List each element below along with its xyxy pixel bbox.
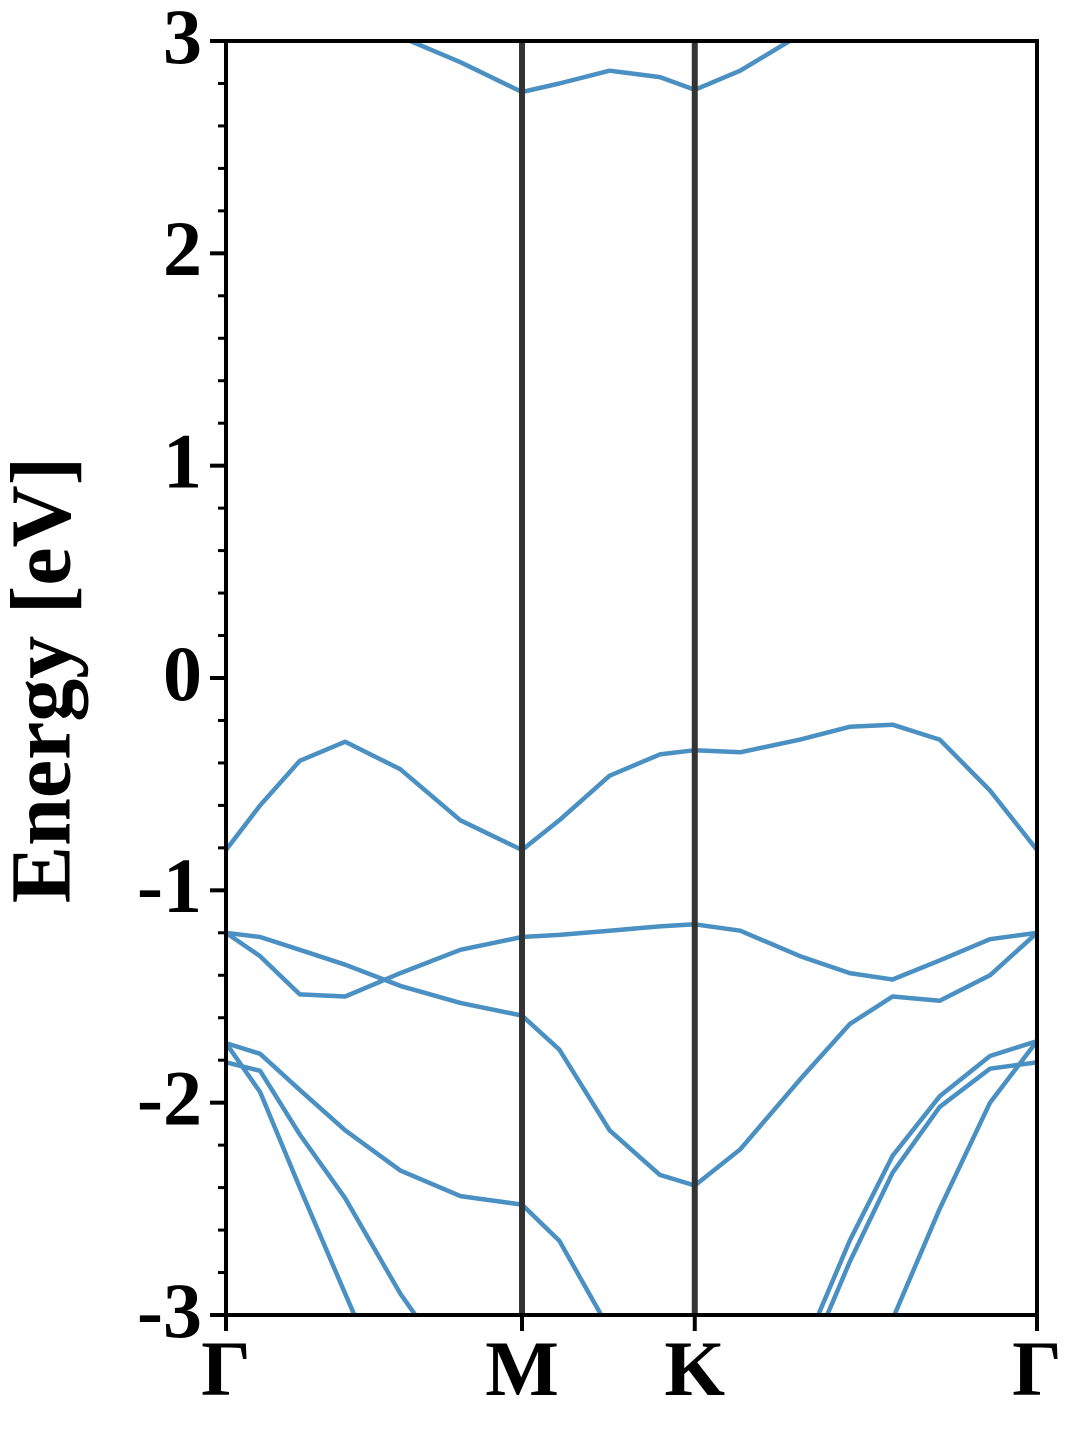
y-tick-label: -3 xyxy=(137,1267,202,1354)
y-tick-label: 0 xyxy=(163,630,202,717)
y-tick-label: 3 xyxy=(163,0,202,80)
x-tick-label: K xyxy=(664,1325,725,1412)
band xyxy=(891,1038,1037,1315)
band xyxy=(226,1040,604,1315)
x-tick-label: Γ xyxy=(1012,1325,1062,1412)
plot-area xyxy=(226,41,1037,1315)
band xyxy=(226,722,1037,853)
plot-frame xyxy=(224,39,1039,1317)
band xyxy=(815,1038,1037,1315)
y-tick-label: -2 xyxy=(137,1055,202,1142)
band xyxy=(824,1060,1037,1315)
x-tick-label: M xyxy=(485,1325,559,1412)
y-tick-label: -1 xyxy=(137,842,202,929)
y-tick-label: 2 xyxy=(163,205,202,292)
band xyxy=(226,922,1037,999)
y-tick-label: 1 xyxy=(163,418,202,505)
band xyxy=(226,1040,357,1315)
y-axis-label: Energy [eV] xyxy=(0,457,89,904)
band xyxy=(226,930,1037,1188)
band xyxy=(404,41,794,95)
x-tick-label: Γ xyxy=(201,1325,251,1412)
band xyxy=(226,1060,419,1315)
